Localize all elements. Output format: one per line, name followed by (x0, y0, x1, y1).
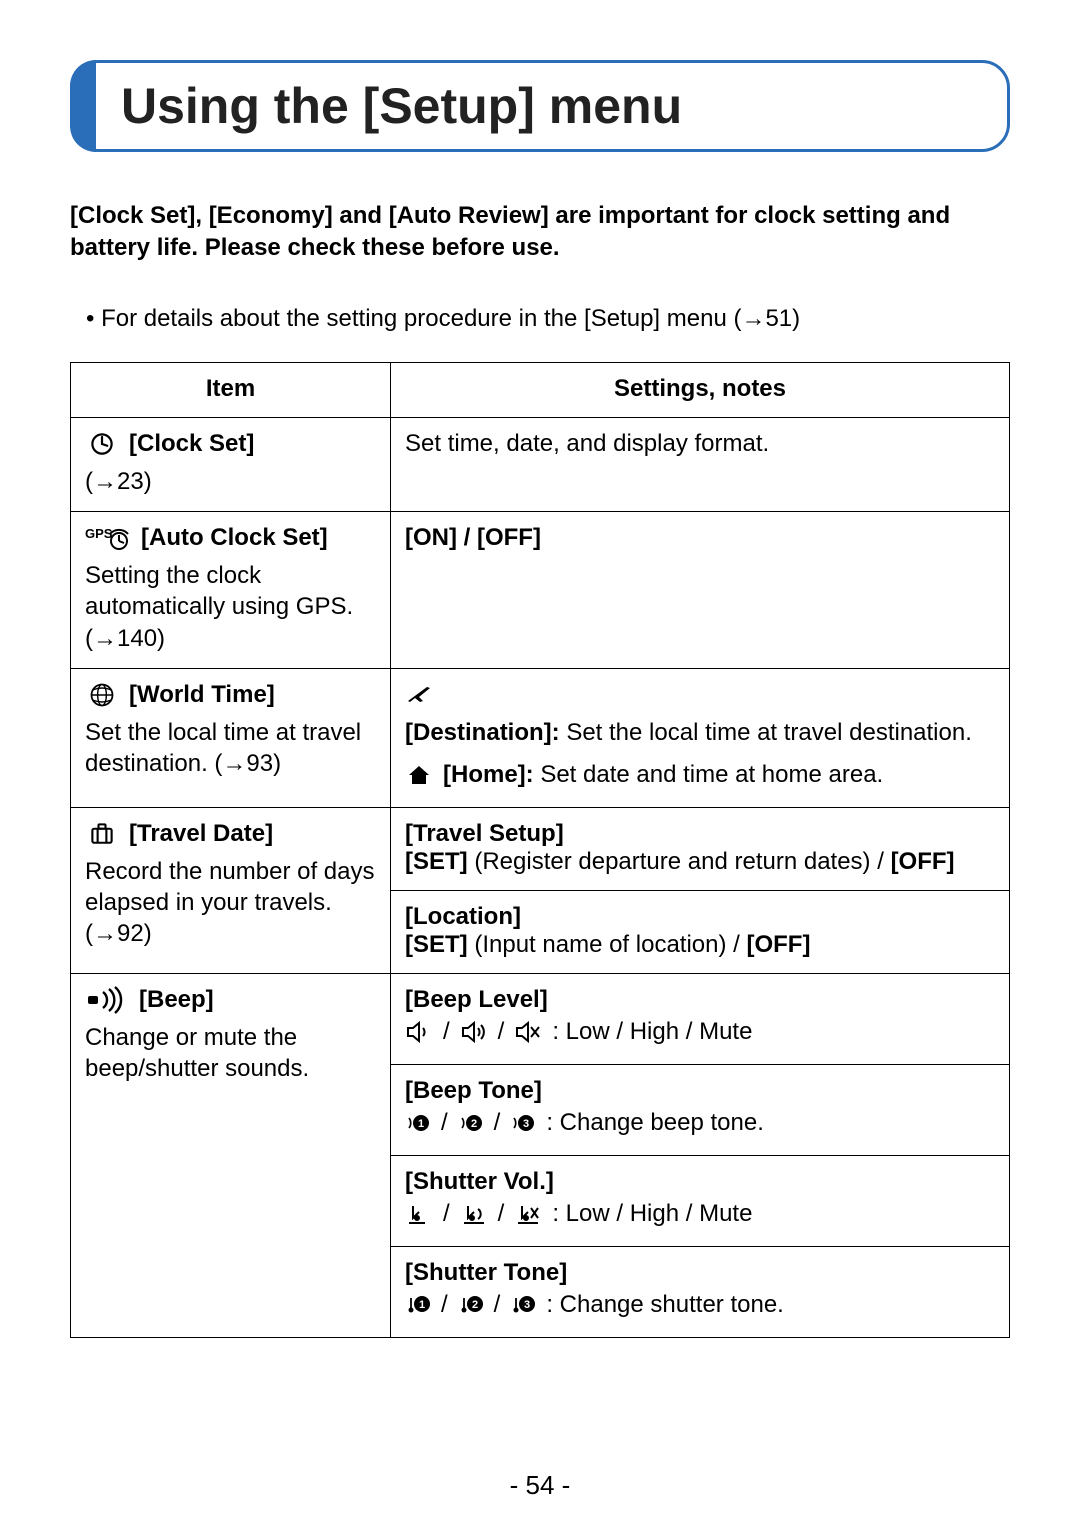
shutter-tone-3-icon: 3 (510, 1292, 536, 1318)
svg-text:1: 1 (418, 1118, 424, 1130)
shutter-tone-1-icon: 1 (405, 1292, 431, 1318)
travel-setup-label: [Travel Setup] (405, 820, 995, 848)
cell-travel-location-notes: [Location] [SET] (Input name of location… (391, 890, 1010, 973)
cell-beep-tone: [Beep Tone] 1 / 2 / 3 : Change b (391, 1064, 1010, 1155)
row-clock-set: [Clock Set] (→23) Set time, date, and di… (71, 417, 1010, 511)
shutter-tone-label: [Shutter Tone] (405, 1259, 995, 1287)
location-label: [Location] (405, 903, 995, 931)
beep-level-label: [Beep Level] (405, 986, 995, 1014)
row-travel-date: [Travel Date] Record the number of days … (71, 807, 1010, 890)
title-accent (70, 60, 96, 152)
location-line: [SET] (Input name of location) / [OFF] (405, 931, 995, 959)
shutter-high-icon (460, 1202, 488, 1226)
intro-bullet: • For details about the setting procedur… (86, 303, 1010, 334)
speaker-mute-icon (514, 1020, 542, 1044)
sep8: / (494, 1287, 501, 1323)
page: Using the [Setup] menu [Clock Set], [Eco… (0, 0, 1080, 1535)
travel-setup-off: [OFF] (891, 848, 955, 875)
location-off: [OFF] (746, 931, 810, 958)
shutter-vol-label: [Shutter Vol.] (405, 1168, 995, 1196)
sep2: / (498, 1014, 505, 1050)
travel-setup-desc: (Register departure and return dates) / (468, 848, 891, 875)
home-line: [Home]: Set date and time at home area. (443, 757, 883, 793)
shutter-low-icon (405, 1202, 433, 1226)
travel-setup-set: [SET] (405, 848, 468, 875)
destination-line: [Destination]: Set the local time at tra… (405, 715, 972, 751)
speaker-low-icon (405, 1020, 433, 1044)
cell-shutter-tone: [Shutter Tone] 1 / 2 / 3 : Chang (391, 1246, 1010, 1337)
svg-text:2: 2 (472, 1299, 478, 1311)
page-number: - 54 - (0, 1470, 1080, 1501)
beep-desc: Change or mute the beep/shutter sounds. (85, 1022, 376, 1084)
beep-icon (85, 986, 129, 1014)
cell-world-time-notes: [Destination]: Set the local time at tra… (391, 668, 1010, 807)
location-set: [SET] (405, 931, 468, 958)
auto-clock-label: [Auto Clock Set] (141, 524, 328, 552)
destination-label: [Destination]: (405, 719, 560, 746)
sep5: / (443, 1196, 450, 1232)
cell-auto-clock-item: GPS [Auto Clock Set] Setting the clock a… (71, 512, 391, 669)
travel-date-desc: Record the number of days elapsed in you… (85, 856, 376, 950)
cell-auto-clock-notes: [ON] / [OFF] (391, 512, 1010, 669)
intro-important: [Clock Set], [Economy] and [Auto Review]… (70, 200, 1010, 265)
sep7: / (441, 1287, 448, 1323)
header-item: Item (71, 362, 391, 417)
sep4: / (494, 1105, 501, 1141)
cell-beep-level: [Beep Level] / / : Low / High (391, 973, 1010, 1064)
clock-icon (85, 430, 119, 458)
cell-clock-set-item: [Clock Set] (→23) (71, 417, 391, 511)
cell-travel-setup-notes: [Travel Setup] [SET] (Register departure… (391, 807, 1010, 890)
title-band: Using the [Setup] menu (70, 60, 1010, 152)
sep3: / (441, 1105, 448, 1141)
clock-set-ref: (→23) (85, 466, 376, 497)
sep6: / (498, 1196, 505, 1232)
row-beep: [Beep] Change or mute the beep/shutter s… (71, 973, 1010, 1064)
home-icon (405, 763, 433, 787)
tone-3-icon: 3 (510, 1110, 536, 1136)
svg-text:2: 2 (471, 1118, 477, 1130)
beep-level-text: : Low / High / Mute (552, 1014, 752, 1050)
cell-beep-item: [Beep] Change or mute the beep/shutter s… (71, 973, 391, 1337)
svg-text:1: 1 (419, 1299, 425, 1311)
world-time-icon (85, 681, 119, 709)
cell-clock-set-notes: Set time, date, and display format. (391, 417, 1010, 511)
svg-text:3: 3 (524, 1299, 530, 1311)
travel-setup-line: [SET] (Register departure and return dat… (405, 848, 995, 876)
home-label: [Home]: (443, 761, 534, 788)
gps-clock-icon: GPS (85, 524, 131, 552)
destination-text: Set the local time at travel destination… (560, 719, 972, 746)
row-auto-clock-set: GPS [Auto Clock Set] Setting the clock a… (71, 512, 1010, 669)
shutter-mute-icon (514, 1202, 542, 1226)
cell-shutter-vol: [Shutter Vol.] / / : Low / Hi (391, 1155, 1010, 1246)
settings-table: Item Settings, notes [Clock Set] (→23) S… (70, 362, 1010, 1338)
world-time-desc: Set the local time at travel destination… (85, 717, 376, 779)
shutter-tone-text: : Change shutter tone. (546, 1287, 784, 1323)
suitcase-icon (85, 820, 119, 848)
cell-travel-date-item: [Travel Date] Record the number of days … (71, 807, 391, 973)
sep1: / (443, 1014, 450, 1050)
svg-text:GPS: GPS (85, 526, 113, 541)
auto-clock-desc: Setting the clock automatically using GP… (85, 560, 376, 654)
beep-label: [Beep] (139, 986, 214, 1014)
plane-icon (405, 681, 433, 705)
row-world-time: [World Time] Set the local time at trave… (71, 668, 1010, 807)
world-time-label: [World Time] (129, 681, 275, 709)
location-desc: (Input name of location) / (468, 931, 747, 958)
speaker-high-icon (460, 1020, 488, 1044)
shutter-vol-text: : Low / High / Mute (552, 1196, 752, 1232)
beep-tone-text: : Change beep tone. (546, 1105, 764, 1141)
svg-text:3: 3 (523, 1118, 529, 1130)
travel-date-label: [Travel Date] (129, 820, 273, 848)
clock-set-label: [Clock Set] (129, 430, 254, 458)
cell-world-time-item: [World Time] Set the local time at trave… (71, 668, 391, 807)
header-notes: Settings, notes (391, 362, 1010, 417)
tone-1-icon: 1 (405, 1110, 431, 1136)
tone-2-icon: 2 (458, 1110, 484, 1136)
shutter-tone-2-icon: 2 (458, 1292, 484, 1318)
page-title: Using the [Setup] menu (121, 77, 977, 135)
table-header-row: Item Settings, notes (71, 362, 1010, 417)
home-text: Set date and time at home area. (534, 761, 884, 788)
beep-tone-label: [Beep Tone] (405, 1077, 995, 1105)
